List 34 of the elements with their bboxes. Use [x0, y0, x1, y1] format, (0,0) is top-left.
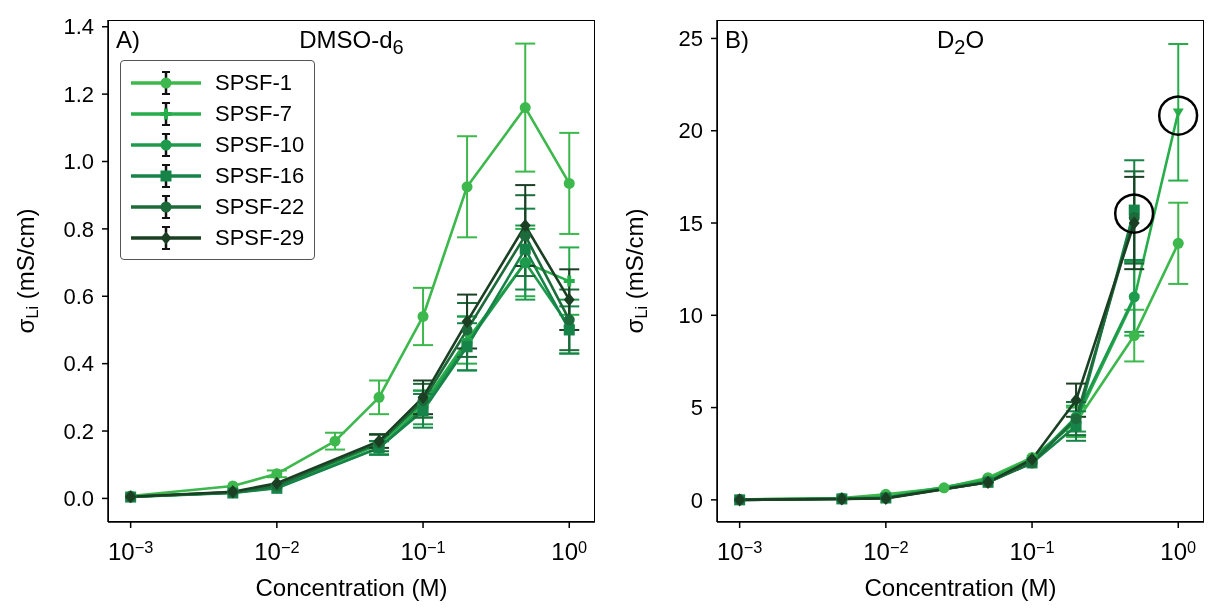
annotation: B) — [725, 26, 749, 54]
x-tick-label: 10$^{−1}$ — [400, 537, 446, 565]
y-tick-label: 0.4 — [63, 351, 94, 377]
y-tick-label: 10 — [678, 302, 703, 328]
y-tick-label: 0 — [690, 487, 703, 513]
legend-label: SPSF-1 — [215, 69, 293, 96]
annotation: A) — [116, 26, 140, 54]
x-axis-title: Concentration (M) — [255, 574, 448, 601]
x-tick-label: 10$^{0}$ — [1160, 537, 1197, 565]
legend-label: SPSF-22 — [215, 193, 305, 220]
x-axis-title: Concentration (M) — [864, 574, 1057, 601]
legend-label: SPSF-10 — [215, 131, 305, 158]
y-tick-label: 1.4 — [63, 14, 94, 40]
x-tick-label: 10$^{−3}$ — [716, 537, 763, 565]
legend-label: SPSF-16 — [215, 162, 305, 189]
chart-title: DMSO-d$_{6}$ — [299, 26, 404, 58]
legend-label: SPSF-29 — [215, 224, 305, 251]
y-tick-label: 0.2 — [63, 418, 94, 444]
x-tick-label: 10$^{−2}$ — [254, 537, 300, 565]
y-tick-label: 1.0 — [63, 149, 94, 175]
y-tick-label: 0.6 — [63, 283, 94, 309]
y-tick-label: 15 — [678, 210, 703, 236]
x-tick-label: 10$^{−2}$ — [863, 537, 909, 565]
y-tick-label: 20 — [678, 118, 703, 144]
x-tick-label: 10$^{−1}$ — [1009, 537, 1055, 565]
y-tick-label: 1.2 — [63, 81, 94, 107]
y-tick-label: 0.8 — [63, 216, 94, 242]
y-tick-label: 5 — [690, 395, 703, 421]
x-tick-label: 10$^{−3}$ — [107, 537, 154, 565]
chart-title: D$_{2}$O — [936, 26, 985, 58]
x-tick-label: 10$^{0}$ — [551, 537, 588, 565]
y-tick-label: 25 — [678, 26, 703, 52]
legend-label: SPSF-7 — [215, 100, 293, 127]
y-tick-label: 0.0 — [63, 486, 94, 512]
